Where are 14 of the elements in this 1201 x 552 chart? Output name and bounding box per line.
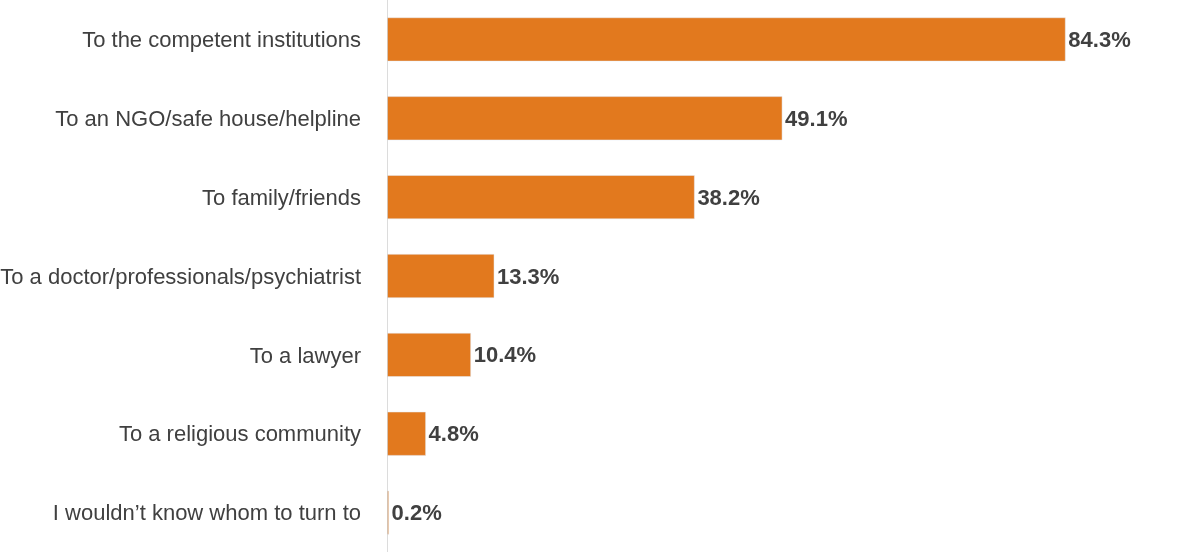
data-label: 13.3% — [497, 263, 560, 289]
y-tick-label: I wouldn’t know whom to turn to — [52, 500, 361, 526]
data-label: 10.4% — [473, 342, 537, 368]
data-label: 38.2% — [697, 184, 760, 210]
y-tick-label: To a religious community — [118, 421, 361, 447]
y-tick-label: To the competent institutions — [82, 27, 361, 53]
data-label: 0.2% — [391, 500, 442, 526]
y-tick-label: To a doctor/professionals/psychiatrist — [0, 263, 361, 289]
data-label: 49.1% — [785, 105, 848, 131]
y-tick-label: To a lawyer — [249, 342, 361, 368]
data-label: 4.8% — [428, 421, 479, 447]
y-tick-label: To family/friends — [202, 184, 361, 210]
data-label: 84.3% — [1068, 26, 1131, 52]
y-tick-label: To an NGO/safe house/helpline — [55, 105, 361, 131]
